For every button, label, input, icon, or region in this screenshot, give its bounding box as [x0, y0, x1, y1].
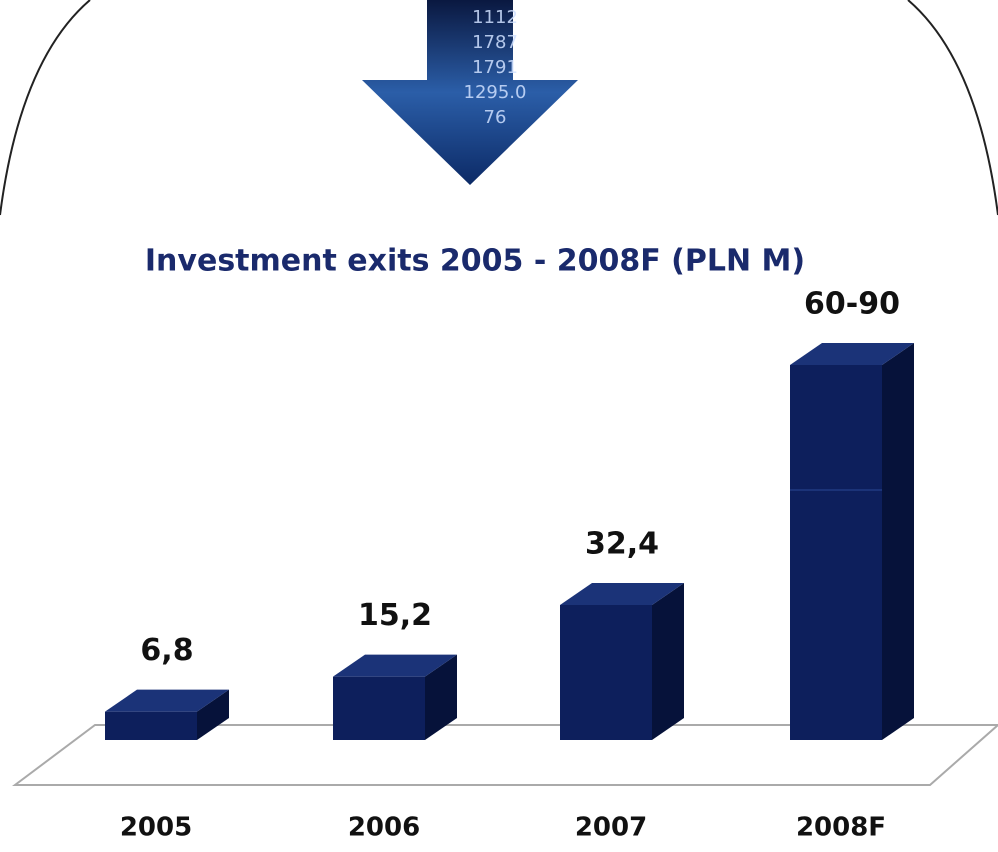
- chart-title: Investment exits 2005 - 2008F (PLN M): [145, 244, 805, 279]
- range-bar-side: [882, 343, 914, 740]
- arrow-image: [362, 0, 578, 185]
- range-bar-top: [790, 343, 914, 365]
- arrow-texts: 1112 1787 1791 1295.0 76: [464, 7, 527, 128]
- value-label: 6,8: [140, 633, 193, 668]
- x-tick-label: 2006: [348, 813, 420, 843]
- bar-side: [652, 583, 684, 740]
- bar: [105, 711, 197, 740]
- bar-top: [333, 654, 457, 677]
- bar-side: [197, 689, 229, 740]
- value-label: 60-90: [804, 287, 900, 322]
- floor: [12, 724, 998, 786]
- x-tick-label: 2008F: [796, 813, 886, 843]
- arrow-number: 1791: [472, 57, 518, 78]
- range-bar: [790, 365, 882, 740]
- arrow-number: 1787: [472, 32, 518, 53]
- bar: [333, 676, 425, 740]
- value-label: 32,4: [585, 527, 659, 562]
- arrow-number: 1112: [472, 7, 518, 28]
- arrow-number: 76: [484, 107, 507, 128]
- x-tick-label: 2007: [575, 813, 647, 843]
- frame-arc: [907, 0, 998, 216]
- value-label: 15,2: [358, 598, 432, 633]
- frame-arc: [0, 0, 91, 216]
- bar: [560, 605, 652, 740]
- bar-side: [425, 654, 457, 740]
- bar-top: [560, 583, 684, 605]
- x-tick-label: 2005: [120, 813, 192, 843]
- arrow-number: 1295.0: [464, 82, 527, 103]
- bar-top: [105, 689, 229, 712]
